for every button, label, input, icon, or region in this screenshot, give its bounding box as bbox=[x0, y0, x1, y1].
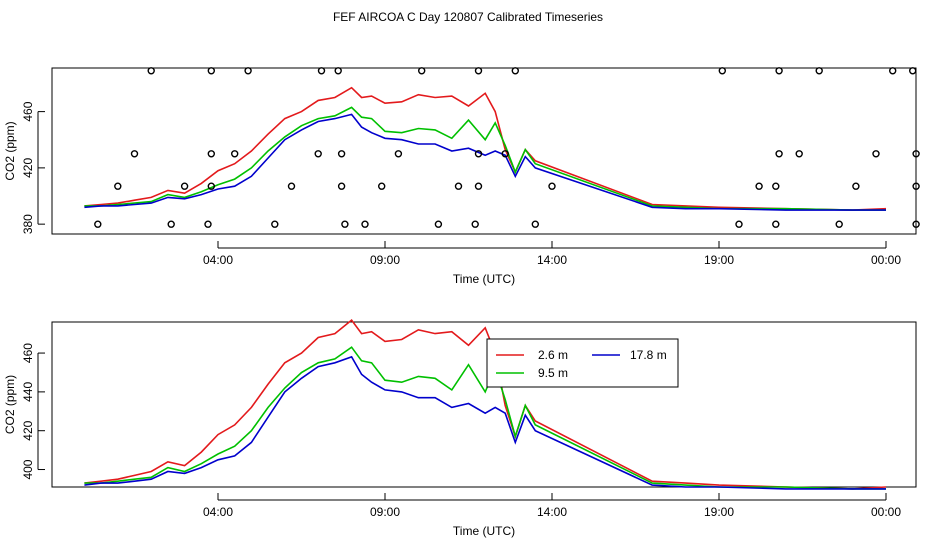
series-line-9-5-m bbox=[84, 346, 886, 490]
sample-marker bbox=[207, 150, 216, 158]
sample-marker bbox=[474, 182, 483, 190]
x-tick-label: 19:00 bbox=[704, 253, 734, 267]
sample-marker bbox=[314, 150, 322, 158]
x-tick-label: 09:00 bbox=[370, 253, 400, 267]
sample-marker bbox=[775, 150, 783, 158]
y-axis-label: CO2 (ppm) bbox=[3, 121, 17, 180]
sample-marker bbox=[909, 67, 917, 75]
sample-marker bbox=[334, 67, 342, 75]
sample-marker bbox=[434, 220, 443, 228]
sample-marker bbox=[735, 220, 743, 228]
sample-marker bbox=[772, 182, 780, 190]
x-tick-label: 19:00 bbox=[704, 505, 734, 519]
series-line-2-6-m bbox=[84, 86, 887, 211]
sample-marker bbox=[889, 67, 897, 75]
y-tick-label: 420 bbox=[21, 420, 35, 440]
sample-marker bbox=[912, 150, 920, 158]
sample-marker bbox=[361, 220, 369, 228]
sample-marker bbox=[204, 220, 212, 228]
legend-label-9-5: 9.5 m bbox=[538, 366, 568, 380]
sample-marker bbox=[230, 150, 239, 158]
x-tick-label: 09:00 bbox=[370, 505, 400, 519]
y-tick-label: 460 bbox=[21, 101, 35, 121]
sample-marker bbox=[511, 67, 519, 75]
sample-marker bbox=[287, 182, 296, 190]
sample-marker bbox=[474, 67, 483, 75]
y-tick-label: 420 bbox=[21, 158, 35, 178]
sample-marker bbox=[531, 220, 539, 228]
sample-marker bbox=[317, 67, 326, 75]
bottom-plot-area bbox=[84, 318, 887, 490]
x-axis-label: Time (UTC) bbox=[453, 272, 515, 286]
sample-marker bbox=[501, 150, 509, 158]
y-tick-label: 400 bbox=[21, 459, 35, 479]
sample-marker bbox=[852, 182, 860, 190]
sample-marker bbox=[130, 150, 139, 158]
x-tick-label: 00:00 bbox=[871, 253, 901, 267]
sample-marker bbox=[244, 67, 252, 75]
series-line-2-6-m bbox=[84, 318, 887, 490]
sample-marker bbox=[548, 182, 556, 190]
series-line-17-8-m bbox=[84, 355, 886, 490]
sample-marker bbox=[454, 182, 463, 190]
sample-marker bbox=[795, 150, 803, 158]
sample-marker bbox=[815, 67, 823, 75]
legend-box bbox=[486, 338, 679, 388]
chart-title: FEF AIRCOA C Day 120807 Calibrated Times… bbox=[333, 10, 603, 24]
sample-marker bbox=[872, 150, 880, 158]
sample-marker bbox=[835, 220, 843, 228]
x-tick-label: 00:00 bbox=[871, 505, 901, 519]
sample-marker bbox=[772, 220, 780, 228]
legend-label-2-6: 2.6 m bbox=[538, 348, 568, 362]
sample-marker bbox=[471, 220, 479, 228]
legend-label-17-8: 17.8 m bbox=[630, 348, 667, 362]
series-line-17-8-m bbox=[84, 113, 886, 211]
sample-marker bbox=[718, 67, 726, 75]
x-tick-label: 14:00 bbox=[537, 253, 567, 267]
sample-marker bbox=[912, 220, 920, 228]
y-tick-label: 380 bbox=[21, 214, 35, 234]
sample-marker bbox=[394, 150, 403, 158]
sample-marker bbox=[167, 220, 175, 228]
sample-marker bbox=[147, 67, 155, 75]
y-tick-label: 460 bbox=[21, 343, 35, 363]
sample-marker bbox=[775, 67, 783, 75]
legend: 2.6 m 9.5 m 17.8 m bbox=[486, 338, 679, 388]
sample-marker bbox=[341, 220, 349, 228]
sample-marker bbox=[337, 182, 346, 190]
sample-marker bbox=[474, 150, 483, 158]
series-line-9-5-m bbox=[84, 106, 886, 211]
x-tick-label: 14:00 bbox=[537, 505, 567, 519]
sample-marker bbox=[207, 67, 216, 75]
top-axes: 04:00 09:00 14:00 19:00 00:00 Time (UTC) 380 42… bbox=[3, 101, 901, 286]
x-tick-label: 04:00 bbox=[203, 505, 233, 519]
bottom-axes: 04:00 09:00 14:00 19:00 00:00 Time (UTC) 400 42… bbox=[3, 343, 901, 538]
top-panel: 04:00 09:00 14:00 19:00 00:00 Time (UTC) 380 42… bbox=[3, 67, 920, 286]
sample-marker bbox=[912, 182, 920, 190]
sample-marker bbox=[207, 182, 216, 190]
sample-marker bbox=[337, 150, 346, 158]
sample-marker bbox=[378, 182, 386, 190]
x-axis-label: Time (UTC) bbox=[453, 524, 515, 538]
sample-marker bbox=[114, 182, 122, 190]
sample-marker bbox=[271, 220, 279, 228]
bottom-plot-frame bbox=[51, 321, 917, 488]
sample-marker bbox=[418, 67, 426, 75]
bottom-panel: 04:00 09:00 14:00 19:00 00:00 Time (UTC) 400 42… bbox=[3, 318, 917, 538]
sample-marker bbox=[180, 182, 189, 190]
sample-marker bbox=[94, 220, 102, 228]
y-axis-label: CO2 (ppm) bbox=[3, 375, 17, 434]
y-tick-label: 440 bbox=[21, 382, 35, 402]
sample-marker bbox=[755, 182, 763, 190]
x-tick-label: 04:00 bbox=[203, 253, 233, 267]
top-plot-area bbox=[84, 67, 920, 228]
